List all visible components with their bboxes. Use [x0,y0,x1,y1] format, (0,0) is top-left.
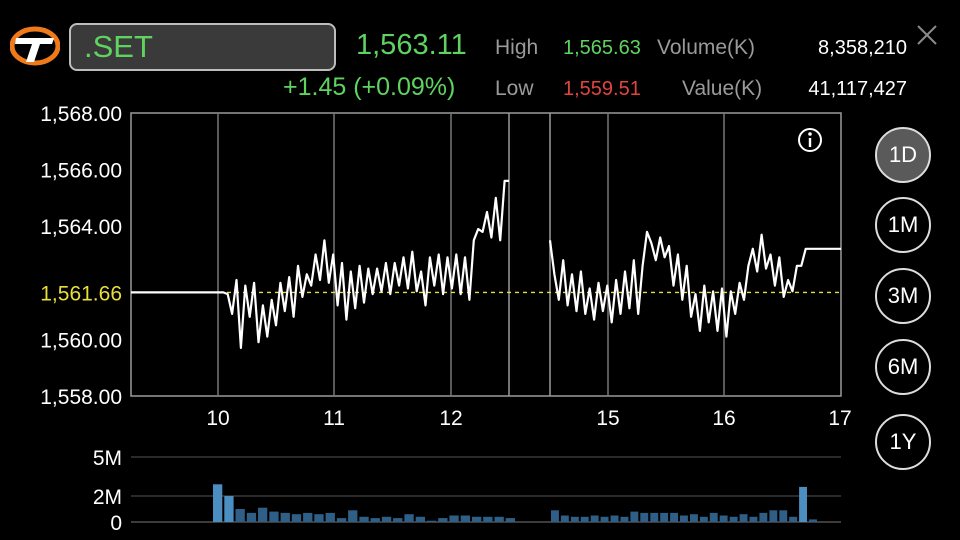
volume-bar [610,515,619,522]
volume-bar [580,516,589,522]
volume-bar [739,514,748,522]
volume-bars [213,484,817,522]
volume-bar [505,518,515,522]
range-button-3m[interactable]: 3M [875,268,931,324]
volume-bar [620,516,629,522]
range-button-1d[interactable]: 1D [875,127,931,183]
volume-bar [759,512,768,522]
volume-bar [779,510,788,522]
x-tick-label: 12 [439,407,462,430]
volume-bar [460,515,470,522]
volume-bar [719,515,728,522]
volume-bar [381,516,392,522]
x-tick-label: 16 [712,407,735,430]
volume-bar [336,518,347,522]
high-value: 1,565.63 [563,37,641,59]
volume-bar [269,511,279,522]
value-value: 41,117,427 [808,78,907,100]
info-icon[interactable] [798,128,822,152]
volume-bar [246,512,257,522]
last-price: 1,563.11 [356,29,467,61]
volume-bar [449,515,459,522]
volume-bar [426,520,437,522]
volume-bar [660,512,669,522]
volume-label: Volume(K) [657,36,756,59]
y-tick-label: 1,560.00 [40,329,122,352]
volume-bar [224,496,234,522]
volume-bar [291,514,302,522]
volume-bar [483,516,493,522]
symbol-text: .SET [84,29,153,64]
low-label: Low [495,77,534,100]
volume-bar [590,515,599,522]
x-tick-label: 10 [206,407,229,430]
price-line [131,179,841,349]
volume-bar [560,515,569,522]
chart-grid [130,112,842,523]
volume-bar [303,512,313,522]
volume-bar [570,516,579,522]
close-icon[interactable] [914,22,940,48]
volume-bar [213,484,223,522]
volume-y-tick-label: 2M [93,486,122,509]
y-tick-label: 1,558.00 [40,386,122,409]
volume-bar [438,518,448,522]
x-tick-label: 15 [596,407,619,430]
price-series-session-2 [548,230,841,338]
volume-bar [415,516,425,522]
volume-bar [630,511,639,522]
volume-bar [494,516,504,522]
volume-bar [325,512,335,522]
chart-frame [130,112,842,397]
volume-value: 8,358,210 [818,37,907,59]
y-tick-label: 1,566.00 [40,160,122,183]
range-button-6m[interactable]: 6M [875,339,931,395]
set-logo [10,26,60,66]
volume-bar [404,514,414,522]
volume-bar [258,507,268,522]
x-tick-label: 17 [828,407,851,430]
low-value: 1,559.51 [563,78,641,100]
volume-bar [472,516,482,522]
volume-bar [690,514,698,522]
volume-bar [769,510,778,522]
volume-bar [348,510,358,522]
y-tick-label: 1,564.00 [40,216,122,239]
value-label: Value(K) [682,77,763,100]
volume-bar [370,518,380,522]
volume-bar [314,514,324,522]
volume-bar [670,512,678,522]
volume-bar [749,516,758,522]
volume-bar [640,512,649,522]
x-tick-label: 11 [323,407,345,430]
reference-label: 1,561.66 [40,282,122,305]
volume-bar [789,516,798,522]
volume-bar [600,516,609,522]
range-button-1y[interactable]: 1Y [875,414,931,470]
volume-bar [699,516,708,522]
high-label: High [495,36,539,59]
price-change: +1.45 (+0.09%) [283,73,456,101]
volume-bar [393,518,403,522]
symbol-search-field[interactable] [69,23,336,71]
price-series-session-1 [131,179,509,349]
volume-y-tick-label: 5M [93,447,122,470]
axis-labels: 10 11 12 15 16 17 1,558.00 1,560.00 1,564.00 1,56… [40,103,851,535]
volume-bar [799,486,807,522]
volume-bar [359,516,369,522]
volume-bar [280,512,290,522]
volume-bar [235,509,245,522]
volume-bar [809,519,817,522]
range-button-1m[interactable]: 1M [875,197,931,253]
volume-y-tick-label: 0 [110,512,122,535]
volume-bar [680,515,688,522]
volume-bar [650,512,659,522]
volume-bar [729,516,738,522]
volume-bar [551,510,559,522]
y-tick-label: 1,568.00 [40,103,122,126]
volume-bar [709,512,718,522]
